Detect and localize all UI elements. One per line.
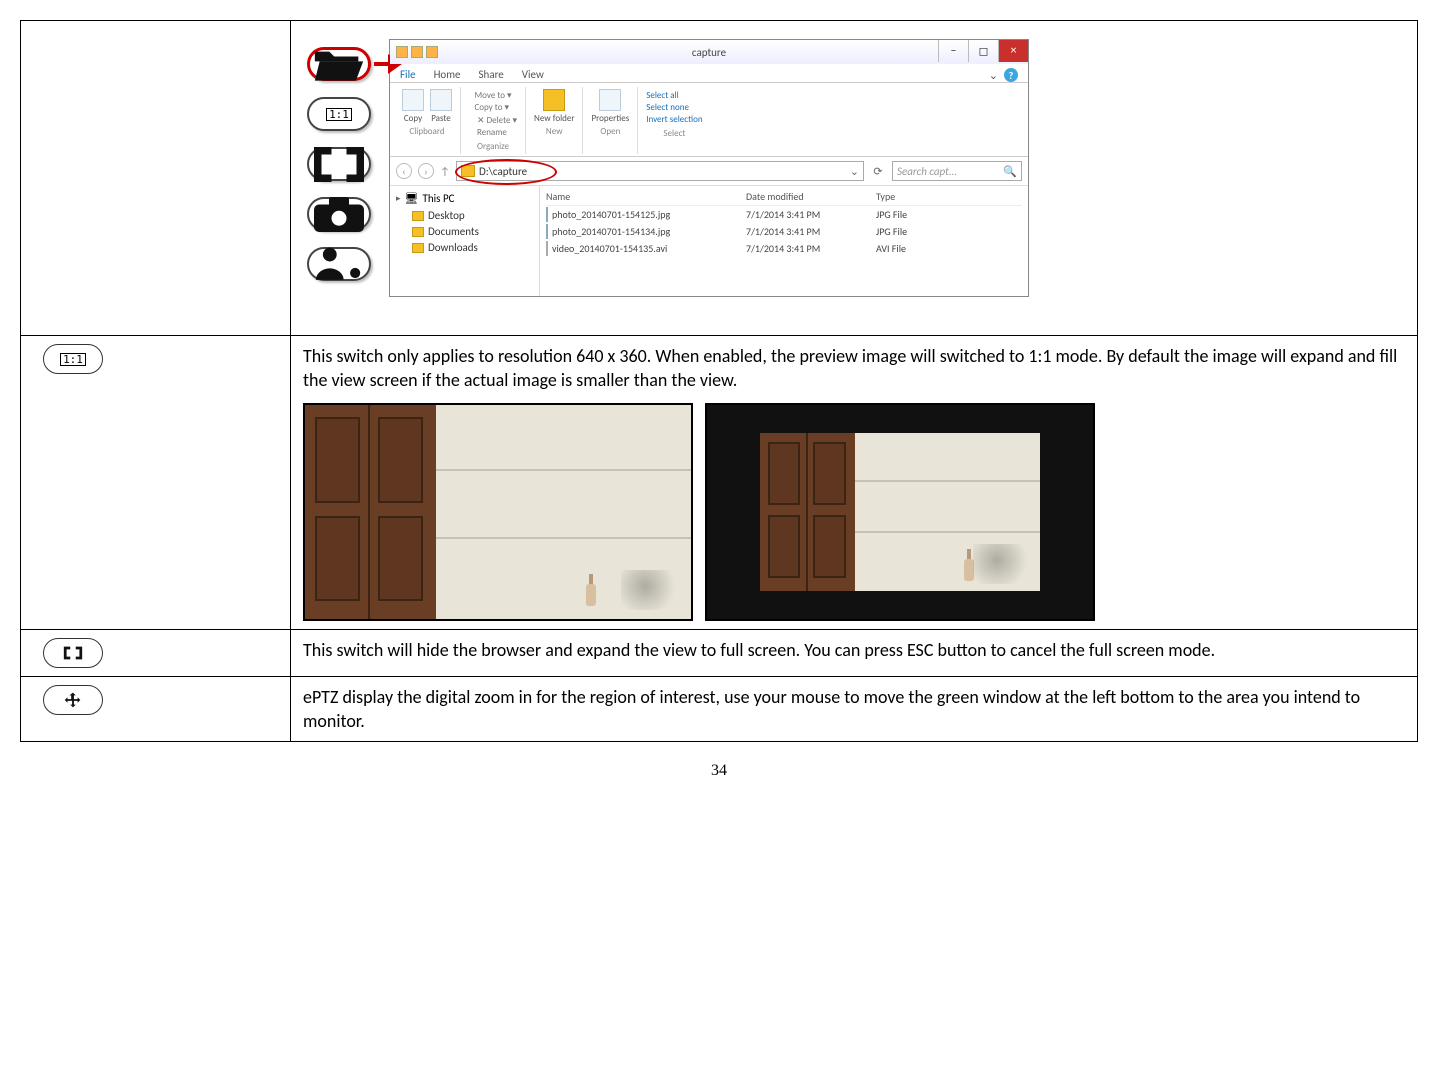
fullscreen-button[interactable]: [307, 147, 371, 181]
eptz-button[interactable]: [43, 685, 103, 715]
invert-selection-button[interactable]: Invert selection: [646, 114, 702, 125]
row3-icon-cell: [21, 629, 291, 676]
nav-documents[interactable]: Documents: [412, 225, 533, 238]
tab-file[interactable]: File: [400, 68, 416, 82]
one-to-one-button[interactable]: 1:1: [307, 97, 371, 131]
nav-forward-button[interactable]: ›: [418, 163, 434, 179]
row2-text: This switch only applies to resolution 6…: [303, 344, 1405, 393]
person-record-button[interactable]: [307, 247, 371, 281]
col-name[interactable]: Name: [546, 190, 746, 203]
tab-home[interactable]: Home: [434, 68, 461, 82]
minimize-button[interactable]: –: [938, 40, 968, 62]
file-row[interactable]: video_20140701-154135.avi 7/1/2014 3:41 …: [546, 240, 1022, 257]
group-open: Open: [600, 126, 620, 137]
fullscreen-icon: [309, 142, 369, 187]
col-date[interactable]: Date modified: [746, 190, 876, 203]
paste-button[interactable]: Paste: [430, 89, 452, 124]
address-dropdown-icon[interactable]: ⌄: [850, 165, 859, 178]
row3-text: This switch will hide the browser and ex…: [303, 638, 1405, 662]
delete-button[interactable]: ✕ Delete ▾: [477, 115, 517, 126]
nav-up-icon[interactable]: ↑: [440, 165, 450, 178]
preview-one-to-one: [705, 403, 1095, 621]
quick-access-toolbar[interactable]: [396, 46, 438, 58]
camera-button[interactable]: [307, 197, 371, 231]
file-list: Name Date modified Type photo_20140701-1…: [540, 186, 1028, 296]
one-to-one-icon: 1:1: [326, 108, 352, 121]
row1-content-cell: 1:1 capture – ◻: [291, 21, 1418, 336]
help-icon[interactable]: ?: [1004, 68, 1018, 82]
nav-desktop[interactable]: Desktop: [412, 209, 533, 222]
one-to-one-icon: 1:1: [60, 353, 86, 366]
new-folder-button[interactable]: New folder: [534, 89, 574, 124]
row4-icon-cell: [21, 676, 291, 742]
file-row[interactable]: photo_20140701-154125.jpg 7/1/2014 3:41 …: [546, 206, 1022, 223]
tab-view[interactable]: View: [522, 68, 544, 82]
folder-open-button[interactable]: [307, 47, 371, 81]
search-input[interactable]: Search capt... 🔍: [892, 161, 1022, 181]
row2-content-cell: This switch only applies to resolution 6…: [291, 336, 1418, 630]
group-clipboard: Clipboard: [409, 126, 444, 137]
address-bar-row: ‹ › ↑ D:\capture ⌄ ⟳ Search capt... 🔍: [390, 157, 1028, 186]
explorer-window: capture – ◻ × File Home Share View ⌄?: [389, 39, 1029, 297]
refresh-button[interactable]: ⟳: [870, 163, 886, 179]
nav-pane: 🖥 This PC Desktop Documents Downloads: [390, 186, 540, 296]
rename-button[interactable]: Rename: [477, 127, 517, 138]
person-record-icon: [309, 243, 369, 285]
group-select: Select: [663, 128, 685, 139]
close-button[interactable]: ×: [998, 40, 1028, 62]
search-icon: 🔍: [1003, 165, 1017, 178]
file-row[interactable]: photo_20140701-154134.jpg 7/1/2014 3:41 …: [546, 223, 1022, 240]
properties-button[interactable]: Properties: [591, 89, 629, 124]
ribbon-tabs: File Home Share View ⌄?: [390, 64, 1028, 83]
preview-expanded: [303, 403, 693, 621]
one-to-one-button[interactable]: 1:1: [43, 344, 103, 374]
fullscreen-button[interactable]: [43, 638, 103, 668]
row1-icon-cell: [21, 21, 291, 336]
camera-icon: [309, 192, 369, 237]
address-bar[interactable]: D:\capture ⌄: [456, 161, 864, 181]
red-highlight-oval: [455, 159, 557, 185]
column-headers[interactable]: Name Date modified Type: [546, 190, 1022, 206]
ribbon: Copy Paste Clipboard Move to ▾ Copy to ▾…: [390, 83, 1028, 157]
window-title: capture: [692, 46, 726, 59]
maximize-button[interactable]: ◻: [968, 40, 998, 62]
select-all-button[interactable]: Select all: [646, 90, 702, 101]
move-to-button[interactable]: Move to ▾: [474, 90, 511, 101]
explorer-titlebar[interactable]: capture – ◻ ×: [390, 40, 1028, 64]
copy-button[interactable]: Copy: [402, 89, 424, 124]
tab-share[interactable]: Share: [479, 68, 504, 82]
row2-icon-cell: 1:1: [21, 336, 291, 630]
select-none-button[interactable]: Select none: [646, 102, 702, 113]
page-number: 34: [20, 762, 1418, 780]
nav-back-button[interactable]: ‹: [396, 163, 412, 179]
row4-content-cell: ePTZ display the digital zoom in for the…: [291, 676, 1418, 742]
group-new: New: [546, 126, 563, 137]
nav-downloads[interactable]: Downloads: [412, 241, 533, 254]
eptz-move-icon: [62, 691, 84, 709]
col-type[interactable]: Type: [876, 190, 1022, 203]
group-organize: Organize: [477, 141, 509, 152]
doc-table: 1:1 capture – ◻: [20, 20, 1418, 742]
toolbar-stack: 1:1: [307, 39, 371, 297]
chevron-up-icon[interactable]: ⌄: [989, 69, 998, 82]
row3-content-cell: This switch will hide the browser and ex…: [291, 629, 1418, 676]
preview-comparison: [303, 403, 1405, 621]
row4-text: ePTZ display the digital zoom in for the…: [303, 685, 1405, 734]
search-placeholder: Search capt...: [897, 165, 957, 178]
fullscreen-icon: [62, 644, 84, 662]
copy-to-button[interactable]: Copy to ▾: [474, 102, 511, 113]
nav-this-pc[interactable]: 🖥 This PC: [396, 192, 533, 205]
